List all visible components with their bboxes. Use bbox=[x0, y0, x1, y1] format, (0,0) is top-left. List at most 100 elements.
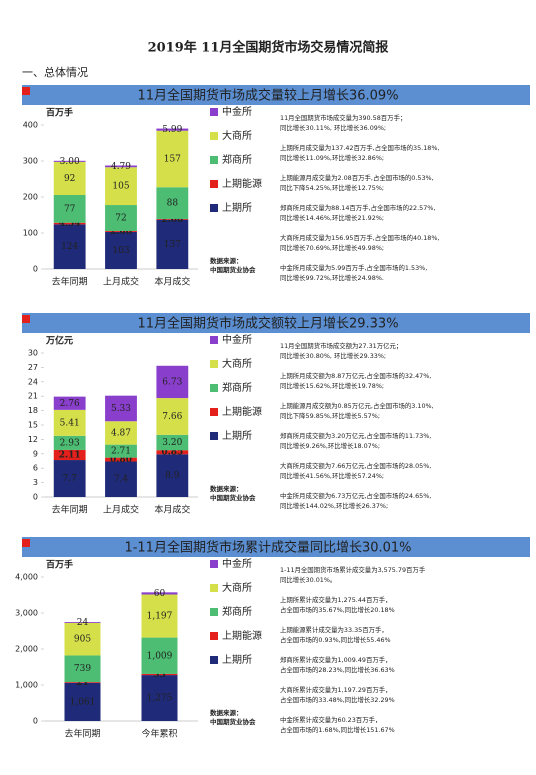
bar-segment bbox=[105, 167, 137, 206]
value-label: 157 bbox=[164, 154, 181, 164]
x-tick-label: 上月成交 bbox=[103, 504, 139, 516]
legend-label: 大商所 bbox=[222, 357, 252, 370]
source: 数据来源： bbox=[210, 484, 243, 493]
legend-label: 上期能源 bbox=[222, 177, 262, 190]
y-tick-label: 12 bbox=[28, 435, 38, 444]
bar-segment bbox=[64, 622, 101, 656]
note-text: 同比增长144.02%,环比增长26.37%; bbox=[280, 501, 388, 510]
bar-segment bbox=[105, 230, 137, 232]
note-text: 同比下降59.85%,环比增长5.57%; bbox=[280, 411, 380, 420]
y-tick-label: 0 bbox=[33, 493, 38, 502]
bar-segment bbox=[105, 395, 137, 422]
bar-segment bbox=[53, 449, 86, 461]
value-label: 1,275 bbox=[147, 694, 173, 704]
legend-swatch bbox=[210, 584, 218, 592]
value-label: 1,197 bbox=[147, 612, 173, 622]
doc-title: 2019年 11月全国期货市场交易情况简报 bbox=[148, 40, 390, 56]
bar-segment bbox=[105, 205, 137, 231]
value-label: 739 bbox=[74, 664, 91, 674]
value-label: 72 bbox=[115, 213, 126, 223]
bar-segment bbox=[105, 444, 137, 458]
legend-label: 中金所 bbox=[222, 105, 252, 118]
y-tick-label: 2,000 bbox=[15, 645, 38, 654]
bar-segment bbox=[64, 622, 101, 623]
legend-label: 上期能源 bbox=[222, 405, 262, 418]
bar-segment bbox=[141, 675, 178, 721]
y-tick-label: 300 bbox=[23, 157, 38, 166]
banner-title: 1-11月全国期货市场累计成交量同比增长30.01% bbox=[124, 540, 411, 556]
legend-swatch bbox=[210, 560, 218, 568]
value-label: 4.87 bbox=[111, 428, 131, 438]
note-text: 上期所月成交量为137.42百万手,占全国市场的35.18%, bbox=[280, 143, 439, 152]
legend-label: 上期所 bbox=[222, 202, 252, 214]
value-label: 3.00 bbox=[60, 157, 80, 167]
note-text: 1-11月全国期货市场累计成交量为3,575.79百万手 bbox=[280, 565, 426, 574]
value-label: 137 bbox=[164, 240, 181, 250]
value-label: 7.4 bbox=[114, 475, 129, 485]
legend-label: 中金所 bbox=[222, 557, 252, 570]
bar-segment bbox=[156, 434, 189, 451]
note-text: 上期能源月成交额为0.85万亿元,占全国市场的3.10%, bbox=[280, 401, 434, 410]
bar-segment bbox=[105, 457, 137, 462]
banner bbox=[22, 537, 530, 557]
y-tick-label: 15 bbox=[28, 421, 38, 430]
legend-swatch bbox=[210, 336, 218, 344]
legend-swatch bbox=[210, 180, 218, 188]
bar-segment bbox=[156, 398, 189, 435]
y-tick-label: 3,000 bbox=[15, 609, 38, 618]
unit-label: 百万手 bbox=[46, 107, 73, 119]
value-label: 1,009 bbox=[147, 651, 173, 661]
value-label: 2.93 bbox=[60, 438, 80, 448]
y-tick-label: 24 bbox=[28, 377, 38, 386]
bar-segment bbox=[141, 673, 178, 676]
note-text: 占全国市场的28.23%,同比增长36.63% bbox=[280, 665, 395, 674]
value-label: 8.9 bbox=[165, 471, 180, 481]
y-tick-label: 6 bbox=[33, 464, 38, 473]
note-text: 郑商所月成交额为3.20万亿元,占全国市场的11.73%, bbox=[280, 431, 431, 440]
bar-segment bbox=[156, 365, 189, 399]
x-tick-label: 本月成交 bbox=[154, 276, 190, 288]
legend-label: 郑商所 bbox=[222, 153, 252, 166]
bar-segment bbox=[53, 160, 86, 162]
legend-swatch bbox=[210, 632, 218, 640]
bar-segment bbox=[105, 461, 137, 497]
banner bbox=[22, 313, 530, 333]
bar-segment bbox=[64, 655, 101, 683]
legend-label: 上期所 bbox=[222, 654, 252, 666]
value-label: 2.08 bbox=[161, 215, 183, 225]
x-tick-label: 去年同期 bbox=[52, 276, 88, 288]
note-text: 中金所月成交量为5.99百万手,占全国市场的1.53%, bbox=[280, 263, 427, 272]
value-label: 2.71 bbox=[111, 447, 131, 457]
legend-swatch bbox=[210, 156, 218, 164]
legend-swatch bbox=[210, 608, 218, 616]
legend-label: 中金所 bbox=[222, 333, 252, 346]
legend-swatch bbox=[210, 204, 218, 212]
value-label: 5.99 bbox=[162, 125, 182, 135]
bar-segment bbox=[156, 130, 189, 188]
source: 中国期货业协会 bbox=[210, 493, 256, 502]
banner-title: 11月全国期货市场成交量较上月增长36.09% bbox=[137, 88, 398, 104]
bar-segment bbox=[141, 637, 178, 674]
note-text: 11月全国期货市场成交额为27.31万亿元； bbox=[280, 341, 402, 350]
value-label: 88 bbox=[167, 199, 179, 209]
bar-segment bbox=[53, 222, 86, 225]
bar-segment bbox=[156, 219, 189, 269]
note-text: 同比增长30.11%, 环比增长36.09%; bbox=[280, 123, 386, 132]
value-label: 60 bbox=[154, 589, 166, 599]
legend-label: 上期能源 bbox=[222, 629, 262, 642]
value-label: 0.85 bbox=[161, 448, 183, 458]
note-text: 同比增长70.69%,环比增长49.98%; bbox=[280, 243, 384, 252]
legend-label: 郑商所 bbox=[222, 381, 252, 394]
source: 数据来源： bbox=[210, 256, 243, 265]
y-tick-label: 400 bbox=[23, 121, 38, 130]
note-text: 同比增长30.80%, 环比增长29.33%; bbox=[280, 351, 386, 360]
note-text: 上期能源月成交量为2.08百万手,占全国市场的0.53%, bbox=[280, 173, 434, 182]
y-tick-label: 3 bbox=[33, 478, 38, 487]
note-text: 占全国市场的1.68%,同比增长151.67% bbox=[280, 725, 395, 734]
value-label: 7.66 bbox=[162, 412, 182, 422]
bar-segment bbox=[53, 224, 86, 269]
bar-segment bbox=[53, 435, 86, 450]
note-text: 中金所月成交额为6.73万亿元,占全国市场的24.65%, bbox=[280, 491, 431, 500]
